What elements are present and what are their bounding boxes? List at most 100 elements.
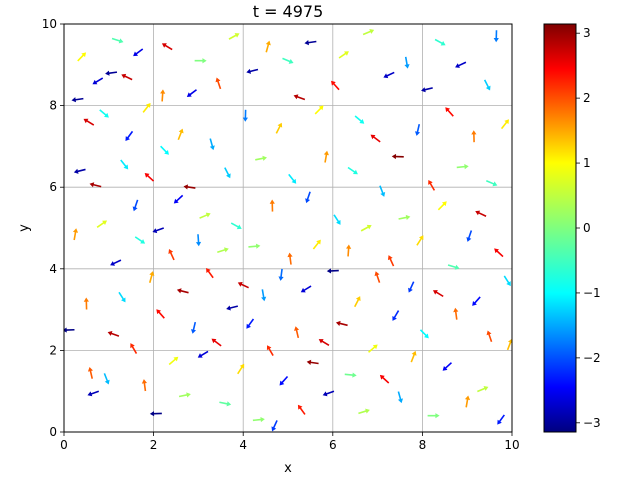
vector-arrow: [228, 33, 240, 40]
vector-arrow: [472, 296, 481, 306]
vector-arrow: [338, 51, 349, 59]
vector-arrow: [362, 29, 375, 36]
vector-arrow: [326, 268, 339, 274]
vector-arrow: [358, 408, 370, 415]
vector-arrow: [107, 331, 120, 337]
vector-arrow: [246, 68, 259, 74]
vector-arrow: [125, 130, 134, 142]
vector-arrow: [144, 172, 155, 182]
vector-arrow: [133, 48, 144, 57]
vector-arrow: [494, 248, 504, 258]
x-tick-label: 4: [239, 438, 247, 452]
vector-arrow: [368, 344, 378, 353]
vector-arrow: [130, 343, 138, 354]
vector-arrow: [344, 372, 357, 378]
colorbar-tick-label: 0: [583, 221, 591, 235]
vector-arrow: [242, 109, 248, 122]
vector-arrow: [432, 290, 444, 298]
vector-arrow: [410, 350, 417, 363]
vector-arrow: [427, 413, 440, 419]
vector-arrow: [190, 321, 197, 334]
vector-arrow: [199, 212, 211, 219]
vector-arrow: [71, 97, 84, 103]
colorbar-tick-label: −1: [583, 286, 601, 300]
vector-arrow: [197, 350, 209, 358]
vector-arrow: [168, 249, 175, 261]
vector-arrow: [300, 285, 312, 293]
vector-arrow: [397, 391, 403, 404]
vector-arrow: [183, 184, 196, 190]
vector-arrow: [278, 268, 284, 281]
vector-arrow: [194, 58, 207, 64]
vector-arrow: [464, 395, 471, 408]
vector-arrow: [156, 309, 165, 319]
vector-arrow: [92, 77, 104, 85]
vector-arrow: [497, 414, 505, 425]
vector-arrow: [391, 153, 404, 160]
vector-arrow: [152, 227, 164, 234]
vector-arrow: [275, 122, 283, 134]
vector-arrow: [252, 416, 265, 423]
y-axis-label: y: [17, 224, 32, 232]
vector-arrow: [161, 43, 173, 51]
vector-arrow: [269, 199, 275, 212]
vector-arrow: [456, 164, 469, 170]
plot-frame: [63, 23, 513, 433]
vector-arrow: [142, 102, 151, 113]
vector-arrow: [477, 386, 489, 393]
vector-arrow: [177, 128, 184, 141]
vector-arrow: [246, 318, 255, 329]
vector-arrow: [392, 310, 400, 321]
vector-arrow: [318, 339, 330, 347]
vector-arrow: [237, 363, 245, 375]
vector-arrow: [195, 234, 202, 247]
vector-arrow: [293, 94, 306, 101]
vector-arrow: [414, 124, 421, 136]
vector-arrow: [453, 307, 459, 320]
vector-arrow: [437, 201, 447, 211]
vector-arrow: [105, 70, 118, 76]
y-tick-label: 6: [49, 180, 57, 194]
vector-arrow: [354, 296, 361, 308]
vector-arrow: [271, 420, 278, 432]
colorbar-tick-label: 3: [583, 26, 591, 40]
vector-arrow: [141, 379, 147, 392]
vector-arrow: [226, 305, 239, 311]
vector-arrow: [168, 356, 179, 366]
vector-arrow: [398, 214, 411, 220]
vector-arrow: [312, 239, 321, 250]
colorbar-tick-label: −3: [583, 416, 601, 430]
vector-arrow: [471, 130, 477, 143]
vector-arrow: [304, 40, 317, 46]
vector-arrow: [500, 119, 510, 130]
vector-arrow: [503, 275, 511, 287]
vector-arrow: [466, 230, 473, 242]
y-tick-label: 4: [49, 262, 57, 276]
vector-arrow: [148, 271, 155, 283]
vector-arrow: [455, 61, 467, 68]
vector-arrow: [72, 228, 79, 241]
vector-arrow: [103, 373, 110, 385]
vector-arrow: [447, 264, 460, 270]
vector-arrow: [323, 150, 329, 163]
x-tick-label: 0: [60, 438, 68, 452]
vector-arrow: [335, 320, 348, 327]
vector-arrow: [408, 281, 415, 293]
x-tick-label: 6: [329, 438, 337, 452]
vector-arrow: [374, 271, 381, 283]
y-axis-ticks: 0 2 4 6 8 10: [42, 17, 64, 439]
vector-arrow: [83, 118, 95, 126]
vector-arrow: [279, 375, 289, 386]
vector-arrow: [217, 247, 229, 253]
vector-arrow: [261, 289, 267, 302]
vector-arrow: [370, 134, 381, 143]
vector-arrow: [306, 359, 319, 365]
vector-arrow: [160, 145, 169, 155]
grid-lines: [63, 23, 513, 433]
vector-arrow: [120, 159, 129, 170]
y-tick-label: 0: [49, 425, 57, 439]
vector-arrow: [89, 182, 102, 188]
vector-arrow: [83, 297, 89, 310]
vector-arrow: [434, 38, 446, 46]
